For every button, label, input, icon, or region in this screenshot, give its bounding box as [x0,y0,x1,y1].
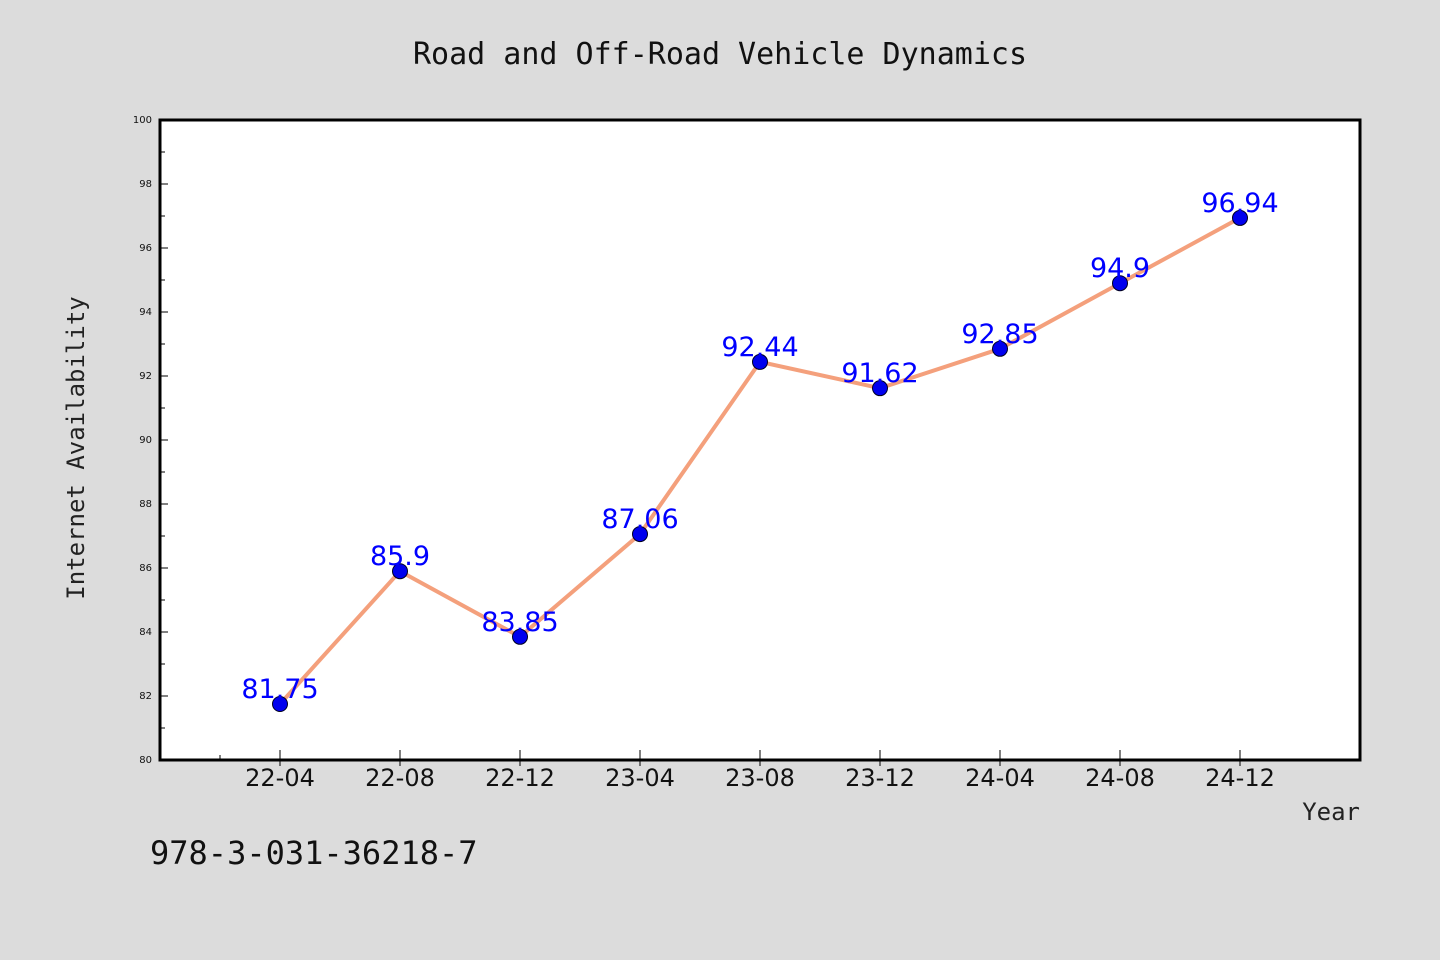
data-point-marker [392,563,408,580]
y-tick-label: 86 [139,563,152,574]
data-label: 96.94 [1201,188,1278,219]
x-tick-label: 22-04 [245,764,315,792]
data-label: 83.85 [481,607,558,638]
data-label: 81.75 [241,674,318,705]
data-point-marker [512,628,528,645]
data-point-marker [632,526,648,543]
data-label-group: 81.75 85.9 83.85 87.06 92.44 91.62 92.85 94.9 96… [241,188,1278,705]
data-point-marker [1112,275,1128,292]
y-tick-label: 84 [139,627,152,638]
data-point-marker [752,353,768,370]
chart-title: Road and Off-Road Vehicle Dynamics [413,37,1027,72]
data-label: 92.44 [721,332,798,363]
y-tick-label: 80 [139,755,152,766]
data-label: 91.62 [841,358,918,389]
y-tick-label: 88 [139,499,152,510]
x-axis: 22-04 22-08 22-12 23-04 23-08 23-12 24-04 24-08… [219,750,1275,792]
x-tick-label: 22-08 [365,764,435,792]
y-tick-label: 90 [139,435,152,446]
data-point-marker [1232,209,1248,226]
data-label: 92.85 [961,319,1038,350]
y-tick-label: 92 [139,371,152,382]
x-tick-label: 24-12 [1205,764,1275,792]
footnote-isbn: 978-3-031-36218-7 [150,834,478,872]
x-tick-label: 23-12 [845,764,915,792]
x-tick-label: 24-04 [965,764,1035,792]
y-tick-label: 96 [139,243,152,254]
y-tick-label: 82 [139,691,152,702]
x-tick-label: 24-08 [1085,764,1155,792]
data-point-marker [992,340,1008,357]
x-tick-label: 22-12 [485,764,555,792]
x-axis-label: Year [1302,798,1360,826]
data-point-marker [872,380,888,397]
y-tick-label: 100 [133,115,152,126]
data-label: 85.9 [370,541,430,572]
y-tick-label: 98 [139,179,152,190]
plot-frame [158,118,1362,762]
x-tick-label: 23-08 [725,764,795,792]
data-point-marker [272,696,288,712]
plot-area [160,120,1360,760]
data-label: 87.06 [601,504,678,535]
y-tick-label: 94 [139,307,152,318]
y-axis-label: Internet Availability [62,296,90,599]
data-label: 94.9 [1090,253,1150,284]
x-tick-label: 23-04 [605,764,675,792]
marker-group [272,209,1248,712]
